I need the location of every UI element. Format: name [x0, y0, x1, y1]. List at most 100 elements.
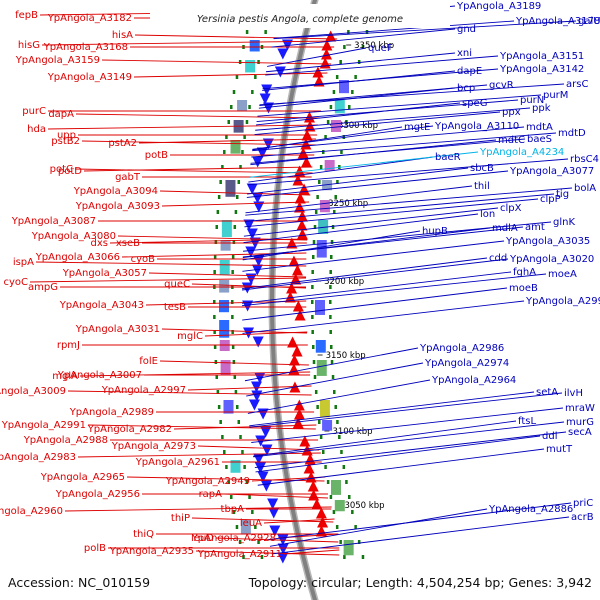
gene-label-left: tesB — [164, 302, 186, 313]
ring-tick — [329, 270, 332, 274]
forward-gene-arrow — [288, 354, 300, 366]
ring-tick — [237, 420, 241, 424]
scale-tick-label: 3100 kbp — [332, 427, 372, 437]
gene-label-left: mglA — [52, 371, 78, 382]
label-connector — [242, 240, 505, 272]
gene-block — [343, 540, 354, 556]
gene-block — [334, 500, 345, 512]
gene-label-left: cyoB — [131, 254, 156, 265]
label-connector — [223, 493, 328, 499]
forward-gene-arrow — [293, 399, 305, 411]
ring-tick — [332, 90, 336, 94]
ring-tick — [235, 195, 239, 199]
ring-tick — [330, 345, 333, 349]
ring-tick — [330, 240, 334, 244]
gene-label-left: ispA — [13, 257, 34, 268]
gene-label-right: queF — [368, 43, 393, 54]
label-connector — [134, 34, 338, 40]
gene-label-right: priC — [573, 498, 593, 509]
gene-label-left: YpAngola_A3031 — [75, 324, 160, 335]
gene-label-left: YpAngola_A3009 — [0, 386, 66, 397]
scale-tick-label: 3250 kbp — [328, 199, 368, 209]
label-connector — [242, 230, 421, 261]
ring-tick — [214, 240, 218, 244]
forward-gene-arrow — [315, 507, 327, 519]
label-connector — [273, 20, 577, 40]
forward-gene-arrow — [300, 138, 312, 150]
reverse-gene-arrow — [255, 435, 267, 447]
ring-tick — [312, 360, 316, 364]
ring-tick — [213, 330, 216, 334]
ring-tick — [354, 75, 357, 79]
gene-label-right: purM — [543, 90, 568, 101]
gene-block — [223, 400, 234, 414]
ring-tick — [357, 60, 361, 64]
gene-label-right: hupB — [422, 226, 448, 237]
gene-block — [324, 160, 335, 171]
ring-tick — [241, 450, 244, 454]
reverse-gene-arrow — [261, 444, 273, 456]
ring-tick — [216, 210, 220, 214]
forward-gene-arrow — [288, 255, 300, 267]
ring-tick — [324, 135, 327, 139]
label-connector — [41, 40, 335, 46]
ring-tick — [251, 90, 254, 94]
ring-tick — [257, 60, 260, 64]
gene-label-left: cyoC — [3, 277, 28, 288]
ring-tick — [339, 540, 342, 544]
ring-tick — [322, 450, 325, 454]
gene-label-right: YpAngola_A3142 — [499, 64, 584, 75]
gene-label-left: rpmJ — [57, 340, 80, 351]
gene-label-left: hisG — [18, 40, 40, 51]
gene-label-left: thiQ — [133, 529, 154, 540]
label-connector — [81, 140, 317, 146]
ring-tick — [345, 120, 348, 124]
label-connector — [126, 476, 325, 482]
label-connector — [241, 258, 509, 291]
gene-label-right: ddl — [542, 431, 557, 442]
gene-label-right: ftsL — [518, 416, 536, 427]
label-connector — [249, 392, 563, 428]
gene-label-left: folE — [139, 356, 158, 367]
label-connector — [271, 516, 570, 555]
ring-tick — [225, 465, 228, 469]
label-connector — [243, 221, 552, 252]
label-connector — [245, 187, 573, 216]
gene-label-right: mutT — [546, 444, 573, 455]
label-connector — [241, 271, 512, 304]
label-layer: fepB YpAngola_A3182 hisA hisG YpAngola_A3168… — [0, 1, 600, 560]
forward-gene-arrow — [294, 309, 306, 321]
gene-block — [339, 80, 350, 94]
label-connector — [242, 300, 525, 334]
gene-label-left: dxs — [91, 238, 108, 249]
reverse-gene-arrow — [259, 93, 271, 105]
reverse-gene-arrow — [269, 525, 281, 537]
gene-label-right: YpAngola_A2986 — [419, 343, 504, 354]
gene-block — [322, 180, 333, 191]
ring-tick — [318, 180, 321, 184]
label-connector — [253, 420, 517, 457]
label-connector — [252, 125, 434, 150]
gene-label-right: mdtA — [526, 122, 553, 133]
reverse-gene-arrow — [260, 480, 272, 492]
label-connector — [267, 47, 367, 67]
gene-label-right: moeB — [509, 283, 538, 294]
ring-tick — [331, 225, 335, 229]
gene-label-right: baeS — [527, 134, 552, 145]
ring-tick — [316, 195, 319, 199]
label-connector — [246, 170, 509, 198]
gene-label-right: tig — [556, 189, 569, 200]
ring-tick — [251, 510, 254, 514]
gene-label-left: potB — [145, 150, 168, 161]
ring-tick — [239, 165, 242, 169]
gene-label-left: dapA — [48, 109, 74, 120]
ring-tick — [233, 225, 237, 229]
forward-gene-arrow — [305, 471, 317, 483]
label-connector — [265, 52, 456, 73]
scale-tick-label: 3300 kbp — [338, 121, 378, 131]
label-connector — [35, 261, 307, 267]
ring-tick — [361, 555, 365, 559]
ring-tick — [347, 30, 350, 34]
gene-label-right: galU — [578, 16, 600, 27]
gene-label-left: leuA — [240, 518, 262, 529]
